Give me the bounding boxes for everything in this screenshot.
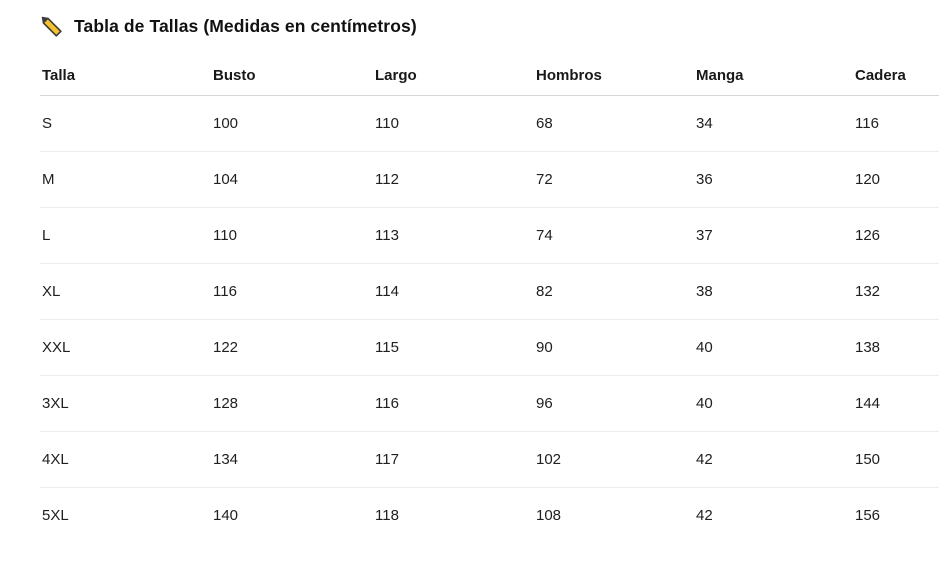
size-cell: 5XL	[42, 507, 69, 524]
measurement-cell: 90	[534, 319, 694, 376]
measurement-cell: 100	[211, 95, 373, 152]
measurement-cell: 102	[534, 431, 694, 488]
measurement-cell: 140	[213, 507, 239, 524]
measurement-cell: 115	[373, 319, 534, 376]
measurement-cell: 72	[534, 151, 694, 208]
measurement-cell: 138	[853, 319, 939, 376]
column-header-largo: Largo	[373, 57, 534, 96]
measurement-cell: 42	[694, 431, 853, 488]
column-header-hombros: Hombros	[534, 57, 694, 96]
table-header-row: Talla Busto Largo Hombros Manga Cadera	[40, 57, 939, 96]
column-header-talla: Talla	[40, 57, 211, 96]
measurement-cell: 96	[534, 375, 694, 432]
table-row: XL 116 114 82 38 132	[40, 263, 939, 320]
measurement-cell: 126	[853, 207, 939, 264]
measurement-cell: 122	[211, 319, 373, 376]
measurement-cell: 74	[534, 207, 694, 264]
measurement-cell: 116	[211, 263, 373, 320]
measurement-cell: 110	[211, 207, 373, 264]
measurement-cell: 117	[373, 431, 534, 488]
table-row: 3XL 128 116 96 40 144	[40, 375, 939, 432]
measurement-cell: 128	[211, 375, 373, 432]
size-cell: XXL	[40, 319, 211, 376]
table-row: S 100 110 68 34 116	[40, 95, 939, 152]
measurement-cell: 116	[853, 95, 939, 152]
measurement-cell: 144	[853, 375, 939, 432]
size-cell: S	[40, 95, 211, 152]
measurement-cell: 37	[694, 207, 853, 264]
measurement-cell: 34	[694, 95, 853, 152]
size-chart-table: Talla Busto Largo Hombros Manga Cadera S 100 11…	[40, 57, 939, 543]
column-header-busto: Busto	[211, 57, 373, 96]
table-row: M 104 112 72 36 120	[40, 151, 939, 208]
measurement-cell: 150	[853, 431, 939, 488]
measurement-cell: 112	[373, 151, 534, 208]
measurement-cell: 40	[694, 319, 853, 376]
measurement-cell: 134	[211, 431, 373, 488]
measurement-cell: 114	[373, 263, 534, 320]
table-row: XXL 122 115 90 40 138	[40, 319, 939, 376]
column-header-manga: Manga	[694, 57, 853, 96]
measurement-cell: 38	[694, 263, 853, 320]
measurement-cell: 68	[534, 95, 694, 152]
table-row: 4XL 134 117 102 42 150	[40, 431, 939, 488]
measurement-cell: 40	[694, 375, 853, 432]
measurement-cell: 104	[211, 151, 373, 208]
measurement-cell: 36	[694, 151, 853, 208]
table-row: L 110 113 74 37 126	[40, 207, 939, 264]
measurement-cell: 82	[534, 263, 694, 320]
size-cell: M	[40, 151, 211, 208]
measurement-cell: 108	[536, 507, 562, 524]
page-title: Tabla de Tallas (Medidas en centímetros)	[38, 12, 939, 40]
measurement-cell: 116	[373, 375, 534, 432]
size-cell: 3XL	[40, 375, 211, 432]
size-cell: L	[40, 207, 211, 264]
measurement-cell: 113	[373, 207, 534, 264]
measurement-cell: 42	[696, 507, 713, 524]
measurement-cell: 118	[375, 507, 399, 524]
table-row: 5XL 140 118 108 42 156	[40, 488, 939, 544]
measurement-cell: 132	[853, 263, 939, 320]
ruler-icon	[38, 13, 64, 39]
size-cell: XL	[40, 263, 211, 320]
measurement-cell: 120	[853, 151, 939, 208]
measurement-cell: 156	[855, 507, 881, 524]
measurement-cell: 110	[373, 95, 534, 152]
size-cell: 4XL	[40, 431, 211, 488]
column-header-cadera: Cadera	[853, 57, 939, 96]
page-title-label: Tabla de Tallas (Medidas en centímetros)	[74, 15, 417, 36]
